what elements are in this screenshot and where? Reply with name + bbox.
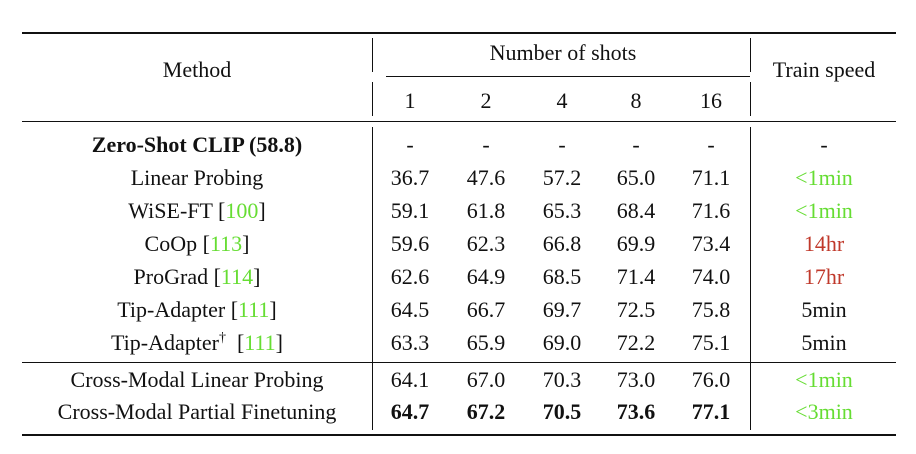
row1-shot-16: 71.6 <box>691 198 731 223</box>
ours0-speed: <1min <box>795 367 853 392</box>
row3-shot-16: 74.0 <box>691 264 731 289</box>
zero-shot-label: Zero-Shot CLIP (58.8) <box>91 132 303 157</box>
row5-shot-2: 65.9 <box>466 330 506 355</box>
zero-shot-2: - <box>482 132 490 157</box>
row2-shot-16: 73.4 <box>691 231 731 256</box>
method-divider-header-b <box>372 82 373 116</box>
row2-shot-2: 62.3 <box>466 231 506 256</box>
row2-shot-4: 66.8 <box>542 231 582 256</box>
row1-speed: <1min <box>795 198 853 223</box>
header-shot-8: 8 <box>630 88 642 113</box>
row0-shot-4: 57.2 <box>542 165 582 190</box>
zero-shot-16: - <box>707 132 715 157</box>
speed-divider-header-a <box>750 38 751 72</box>
row0-speed: <1min <box>795 165 853 190</box>
row0-shot-1: 36.7 <box>390 165 430 190</box>
bottom-rule <box>22 434 896 436</box>
row-method-wise-ft: WiSE-FT [100] <box>128 198 266 223</box>
ours0-shot-4: 70.3 <box>542 367 582 392</box>
zero-shot-8: - <box>632 132 640 157</box>
row1-shot-8: 68.4 <box>616 198 656 223</box>
row4-speed: 5min <box>801 297 847 322</box>
row4-shot-2: 66.7 <box>466 297 506 322</box>
citation-link[interactable]: 111 <box>238 297 270 322</box>
header-bottom-rule <box>22 121 896 122</box>
top-rule <box>22 32 896 34</box>
header-shot-4: 4 <box>556 88 568 113</box>
header-shot-1: 1 <box>404 88 416 113</box>
method-divider-header-a <box>372 38 373 72</box>
header-shot-2: 2 <box>480 88 492 113</box>
header-shots-group: Number of shots <box>489 40 637 65</box>
row4-shot-4: 69.7 <box>542 297 582 322</box>
zero-shot-4: - <box>558 132 566 157</box>
ours0-shot-16: 76.0 <box>691 367 731 392</box>
row5-shot-1: 63.3 <box>390 330 430 355</box>
ours-separator-rule <box>22 362 896 363</box>
shots-group-underline <box>386 76 750 77</box>
row4-shot-8: 72.5 <box>616 297 656 322</box>
ours1-shot-2: 67.2 <box>466 399 506 424</box>
row1-shot-2: 61.8 <box>466 198 506 223</box>
ours1-shot-8: 73.6 <box>616 399 656 424</box>
row5-shot-8: 72.2 <box>616 330 656 355</box>
ours1-speed: <3min <box>795 399 853 424</box>
row0-shot-8: 65.0 <box>616 165 656 190</box>
row2-speed: 14hr <box>803 231 845 256</box>
row4-shot-1: 64.5 <box>390 297 430 322</box>
method-divider-body <box>372 127 373 430</box>
row-method-linear-probing: Linear Probing <box>130 165 264 190</box>
row3-shot-8: 71.4 <box>616 264 656 289</box>
dagger-mark: † <box>218 330 226 346</box>
row-method-coop: CoOp [113] <box>144 231 250 256</box>
row4-shot-16: 75.8 <box>691 297 731 322</box>
header-shot-16: 16 <box>700 88 722 113</box>
row3-shot-2: 64.9 <box>466 264 506 289</box>
ours1-shot-16: 77.1 <box>691 399 731 424</box>
zero-shot-speed: - <box>820 132 828 157</box>
citation-link[interactable]: 113 <box>209 231 243 256</box>
row-method-tip-adapter: Tip-Adapter [111] <box>117 297 277 322</box>
row0-shot-16: 71.1 <box>691 165 731 190</box>
row5-speed: 5min <box>801 330 847 355</box>
speed-divider-header-b <box>750 82 751 116</box>
speed-divider-body <box>750 127 751 430</box>
ours0-shot-2: 67.0 <box>466 367 506 392</box>
row3-shot-4: 68.5 <box>542 264 582 289</box>
row-method-cross-modal-partial-finetuning: Cross-Modal Partial Finetuning <box>57 399 337 424</box>
header-train-speed: Train speed <box>772 57 876 82</box>
ours0-shot-1: 64.1 <box>390 367 430 392</box>
row3-shot-1: 62.6 <box>390 264 430 289</box>
row2-shot-1: 59.6 <box>390 231 430 256</box>
citation-link[interactable]: 111 <box>244 330 276 355</box>
row2-shot-8: 69.9 <box>616 231 656 256</box>
row-method-cross-modal-linear-probing: Cross-Modal Linear Probing <box>70 367 324 392</box>
row-method-tip-adapter-dagger: Tip-Adapter† [111] <box>111 330 283 355</box>
citation-link[interactable]: 100 <box>225 198 259 223</box>
header-method: Method <box>162 57 232 82</box>
row1-shot-4: 65.3 <box>542 198 582 223</box>
row3-speed: 17hr <box>803 264 845 289</box>
zero-shot-1: - <box>406 132 414 157</box>
row-method-prograd: ProGrad [114] <box>133 264 261 289</box>
citation-link[interactable]: 114 <box>220 264 254 289</box>
ours1-shot-1: 64.7 <box>390 399 430 424</box>
row5-shot-4: 69.0 <box>542 330 582 355</box>
row1-shot-1: 59.1 <box>390 198 430 223</box>
ours0-shot-8: 73.0 <box>616 367 656 392</box>
row0-shot-2: 47.6 <box>466 165 506 190</box>
ours1-shot-4: 70.5 <box>542 399 582 424</box>
row5-shot-16: 75.1 <box>691 330 731 355</box>
